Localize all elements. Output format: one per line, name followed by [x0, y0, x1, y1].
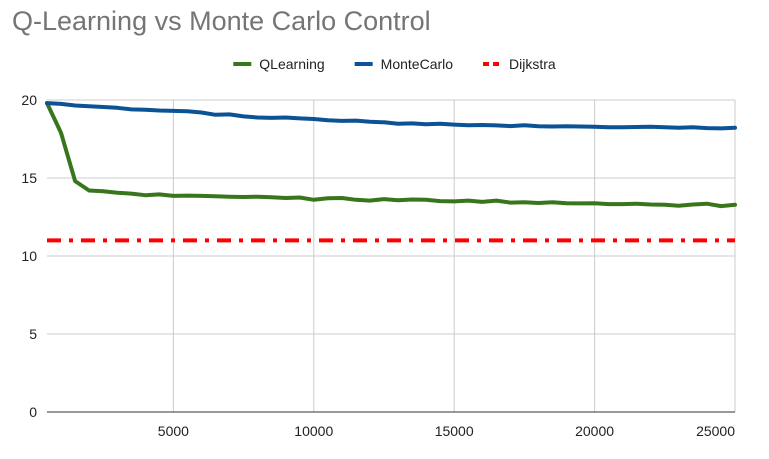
legend-label-montecarlo: MonteCarlo [381, 56, 454, 72]
x-tick-label: 25000 [696, 423, 735, 439]
y-tick-label: 5 [29, 326, 37, 342]
legend-label-qlearning: QLearning [259, 56, 324, 72]
y-tick-label: 10 [21, 248, 37, 264]
grid-lines [47, 99, 736, 412]
x-tick-label: 15000 [435, 423, 474, 439]
x-tick-label: 20000 [575, 423, 614, 439]
series-line-qlearning [45, 101, 737, 209]
series-lines [45, 101, 737, 243]
y-tick-label: 20 [21, 92, 37, 108]
legend: QLearning MonteCarlo Dijkstra [233, 56, 556, 72]
chart-title: Q-Learning vs Monte Carlo Control [12, 6, 431, 36]
series-line-montecarlo [45, 101, 737, 131]
y-tick-label: 0 [29, 404, 37, 420]
x-tick-label: 10000 [294, 423, 333, 439]
legend-label-dijkstra: Dijkstra [509, 56, 556, 72]
axes: 0 5 10 15 20 5000 10000 15000 20000 25000 [21, 92, 735, 439]
y-tick-label: 15 [21, 170, 37, 186]
x-tick-label: 5000 [158, 423, 189, 439]
